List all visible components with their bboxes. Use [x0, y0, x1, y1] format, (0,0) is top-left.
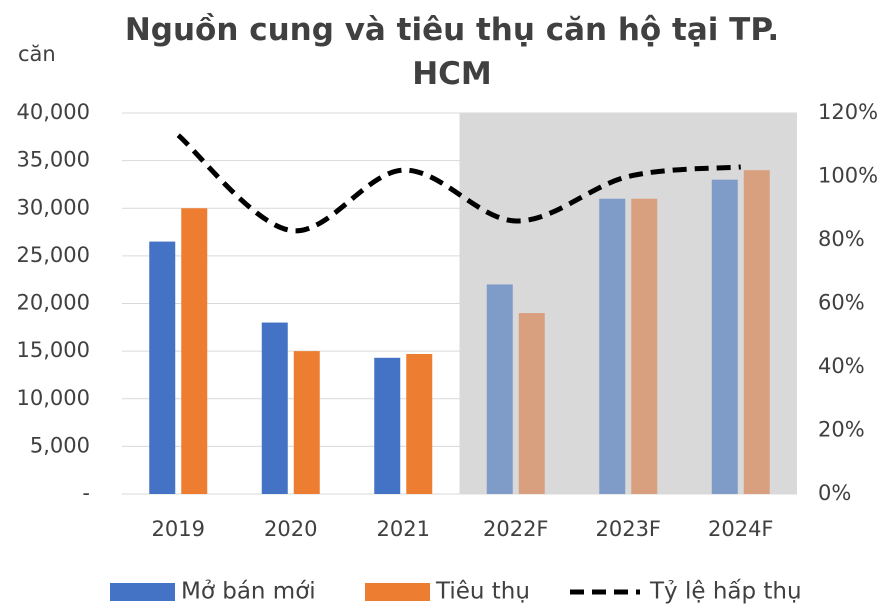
bar [743, 170, 770, 494]
y-tick-label: 30,000 [17, 195, 90, 219]
legend-swatch [365, 583, 430, 601]
x-tick-label: 2024F [708, 517, 774, 541]
legend-label: Tiêu thụ [435, 579, 530, 605]
y-tick-label: 15,000 [17, 338, 90, 362]
y-tick-label: 25,000 [17, 243, 90, 267]
y2-tick-label: 0% [818, 481, 851, 505]
y2-tick-label: 60% [818, 291, 865, 315]
x-tick-label: 2023F [595, 517, 661, 541]
bar [711, 179, 738, 495]
legend-label: Tỷ lệ hấp thụ [649, 579, 802, 605]
bar [518, 313, 545, 494]
y2-tick-label: 80% [818, 227, 865, 251]
y-tick-label: 5,000 [30, 433, 90, 457]
bar [181, 208, 208, 494]
y-tick-label: 10,000 [17, 386, 90, 410]
x-tick-label: 2020 [264, 517, 317, 541]
bar [599, 198, 626, 494]
chart-title: Nguồn cung và tiêu thụ căn hộ tại TP. HC… [124, 12, 780, 92]
bar [631, 198, 658, 494]
y-tick-label: 35,000 [17, 148, 90, 172]
y2-tick-label: 120% [818, 100, 878, 124]
x-tick-label: 2021 [377, 517, 430, 541]
legend-swatch [110, 583, 175, 601]
y-axis-unit: căn [18, 42, 56, 66]
y-tick-label: - [82, 481, 90, 505]
y2-tick-label: 100% [818, 164, 878, 188]
bar [374, 357, 401, 494]
y-tick-label: 40,000 [17, 100, 90, 124]
bar [293, 351, 320, 494]
bar [261, 322, 288, 494]
bar [149, 241, 176, 494]
bar [486, 284, 513, 494]
legend-label: Mở bán mới [181, 579, 316, 605]
bar [406, 353, 433, 494]
x-tick-label: 2022F [483, 517, 549, 541]
y2-tick-label: 40% [818, 354, 865, 378]
x-tick-label: 2019 [152, 517, 205, 541]
line [176, 133, 741, 234]
y2-tick-label: 20% [818, 418, 865, 442]
y-tick-label: 20,000 [17, 291, 90, 315]
